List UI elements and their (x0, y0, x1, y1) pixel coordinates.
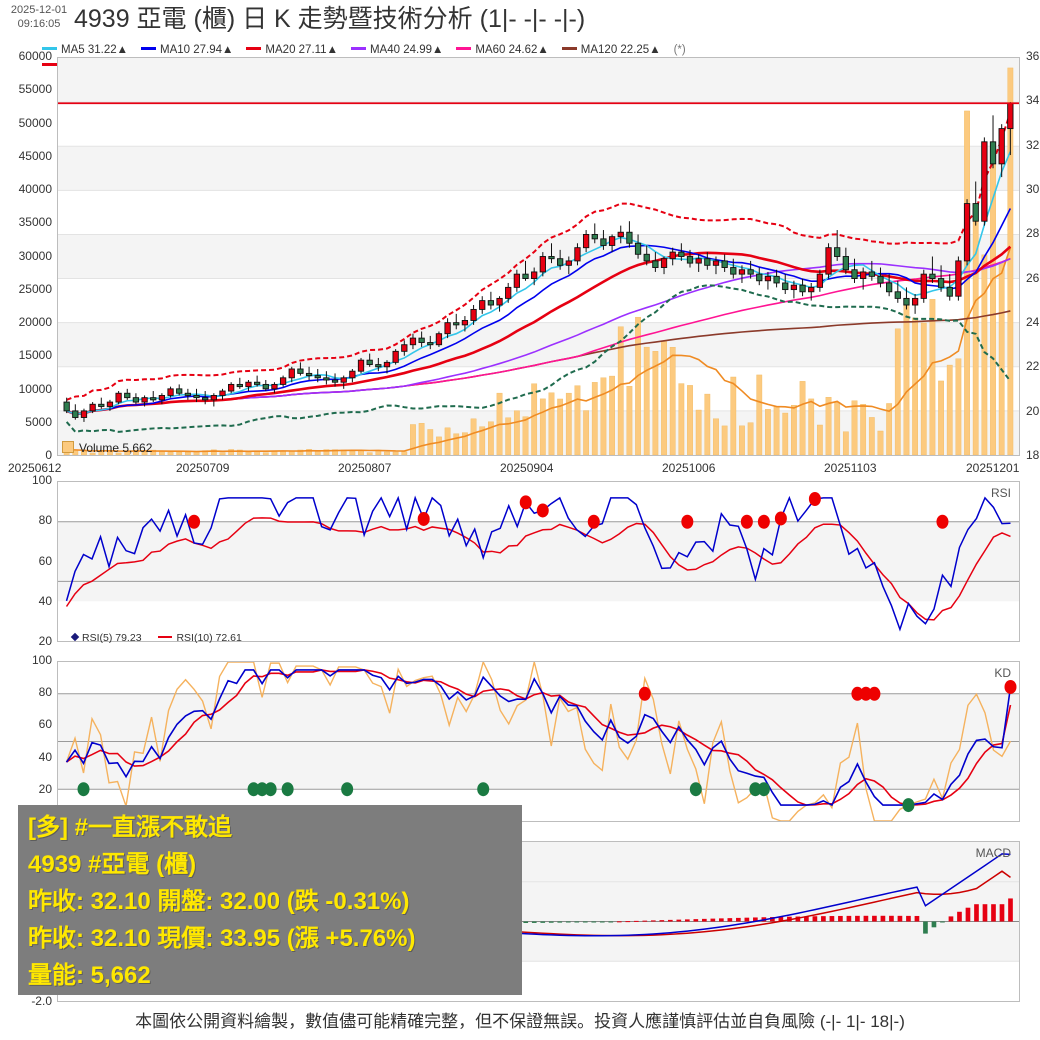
page-title: 4939 亞電 (櫃) 日 K 走勢暨技術分析 (1|- -|- -|-) (74, 5, 586, 33)
rsi-tick: 40 (38, 593, 52, 608)
price-volume-tick: 45000 (18, 148, 52, 163)
price-volume-tick: 50000 (18, 115, 52, 130)
price-volume-tick: 20000 (18, 315, 52, 329)
price-volume-tick: 40000 (18, 182, 52, 196)
macd-tick: -2.0 (31, 994, 52, 1008)
price-volume-tick: 10000 (18, 381, 52, 396)
overlay-line-tag: [多] #一直漲不敢追 (28, 814, 232, 841)
date-tick: 20250612 (8, 461, 62, 475)
kd-tick: 60 (38, 717, 52, 732)
legend-swatch (158, 636, 173, 638)
rsi-tick: 80 (38, 513, 52, 528)
kd-panel-tag: KD (994, 666, 1011, 680)
overlay-line-symbol: 4939 #亞電 (櫃) (28, 851, 197, 878)
rsi-tick: 60 (38, 553, 52, 568)
price-chart-canvas (58, 58, 1019, 455)
kd-tick: 80 (38, 685, 52, 700)
legend-swatch (42, 63, 57, 66)
price-volume-tick: 25000 (18, 281, 52, 296)
overlay-line-volume: 量能: 5,662 (28, 962, 151, 989)
timestamp: 2025-12-01 09:16:05 (6, 3, 72, 31)
price-volume-tick: 30000 (18, 248, 52, 263)
legend-swatch (141, 47, 157, 50)
legend-suffix: (*) (673, 44, 686, 56)
rsi-legend: RSI(5) 79.23 RSI(10) 72.61 (70, 632, 242, 644)
legend-swatch (350, 47, 366, 50)
date-tick: 20250807 (338, 461, 392, 475)
volume-legend: Volume 5,662 (62, 441, 152, 455)
rsi-panel-tag: RSI (990, 486, 1011, 500)
legend-label: MA120 22.25▲ (580, 44, 661, 56)
legend-swatch (42, 47, 57, 50)
price-volume-tick: 15000 (18, 348, 52, 363)
price-tick: 30 (1026, 182, 1040, 196)
price-tick: 26 (1026, 270, 1040, 285)
price-tick: 18 (1026, 448, 1040, 462)
legend-item-ma10: MA10 27.94▲ (141, 44, 233, 56)
timestamp-time: 09:16:05 (17, 18, 61, 30)
legend-label: MA40 24.99▲ (369, 44, 444, 56)
date-tick: 20250904 (500, 461, 554, 475)
legend-swatch (246, 47, 262, 50)
rsi-chart-panel[interactable]: RSI (57, 481, 1020, 642)
date-tick: 20250709 (176, 461, 230, 475)
diamond-marker-icon (70, 632, 80, 642)
date-tick: 20251201 (966, 461, 1020, 475)
legend-swatch (561, 47, 577, 50)
legend-label: MA10 27.94▲ (160, 44, 234, 56)
legend-label: MA60 24.62▲ (475, 44, 549, 56)
macd-panel-tag: MACD (975, 846, 1011, 860)
rsi-tick: 100 (31, 473, 52, 487)
legend-item-ma40: MA40 24.99▲ (350, 44, 444, 56)
volume-legend-label: Volume 5,662 (79, 441, 153, 455)
rsi-legend-label-2: RSI(10) 72.61 (176, 632, 242, 644)
price-tick: 36 (1026, 49, 1040, 63)
legend-item-ma5: MA5 31.22▲ (42, 44, 128, 56)
moving-average-legend: MA5 31.22▲ MA10 27.94▲ MA20 27.11▲ MA40 24.… (42, 44, 1022, 76)
legend-item-ma60: MA60 24.62▲ (456, 44, 549, 56)
kd-tick: 40 (38, 749, 52, 764)
legend-swatch (456, 47, 472, 50)
price-volume-tick: 35000 (18, 215, 52, 230)
date-tick: 20251103 (824, 461, 877, 475)
price-tick: 28 (1026, 226, 1040, 241)
price-volume-tick: 60000 (18, 49, 52, 63)
rsi-chart-canvas (58, 491, 1019, 632)
legend-label: MA20 27.11▲ (265, 44, 338, 56)
chart-header: 2025-12-01 09:16:05 4939 亞電 (櫃) 日 K 走勢暨技… (0, 0, 1040, 40)
price-volume-tick: 0 (45, 448, 52, 462)
legend-label: MA5 31.22▲ (61, 44, 129, 56)
legend-item-ma20: MA20 27.11▲ (246, 44, 338, 56)
kd-tick: 20 (38, 781, 52, 796)
price-tick: 32 (1026, 137, 1040, 152)
price-chart-panel[interactable] (57, 57, 1020, 456)
timestamp-date: 2025-12-01 (10, 4, 68, 16)
price-volume-tick: 5000 (25, 414, 52, 429)
kd-chart-panel[interactable]: KD (57, 661, 1020, 822)
rsi-legend-label-1: RSI(5) 79.23 (82, 632, 142, 644)
ma-legend-row: MA5 31.22▲ MA10 27.94▲ MA20 27.11▲ MA40 24.… (42, 44, 1022, 56)
price-tick: 34 (1026, 93, 1040, 108)
overlay-line-current: 昨收: 32.10 現價: 33.95 (漲 +5.76%) (28, 925, 416, 952)
price-tick: 20 (1026, 403, 1040, 418)
kd-tick: 100 (31, 653, 52, 667)
date-tick: 20251006 (662, 461, 716, 475)
volume-swatch-icon (62, 441, 74, 453)
rsi-tick: 20 (38, 634, 52, 648)
price-tick: 24 (1026, 315, 1040, 329)
kd-chart-canvas (58, 662, 1019, 821)
disclaimer-footer: 本圖依公開資料繪製，數值儘可能精確完整，但不保證無誤。投資人應謹慎評估並自負風險… (135, 1012, 905, 1031)
price-tick: 22 (1026, 359, 1040, 374)
quote-overlay-box: [多] #一直漲不敢追 4939 #亞電 (櫃) 昨收: 32.10 開盤: 3… (18, 805, 522, 995)
legend-item-ma120: MA120 22.25▲ (561, 44, 661, 56)
price-volume-tick: 55000 (18, 82, 52, 97)
overlay-line-open: 昨收: 32.10 開盤: 32.00 (跌 -0.31%) (28, 888, 410, 915)
